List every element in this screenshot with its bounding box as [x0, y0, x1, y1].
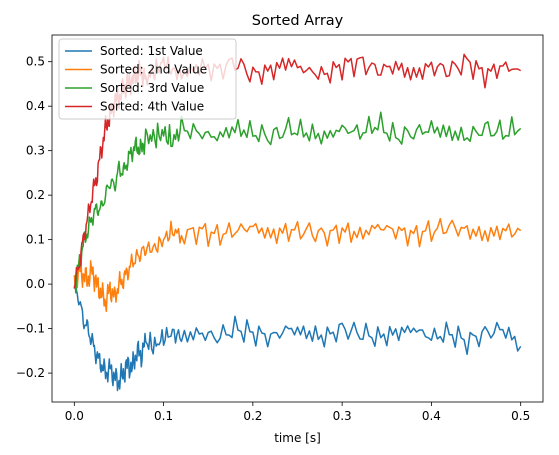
series-line-2 [73, 217, 522, 313]
y-tick-label: 0.1 [26, 233, 45, 247]
y-tick-label: 0.4 [26, 99, 45, 113]
y-tick-label: 0.5 [26, 55, 45, 69]
x-tick-label: 0.0 [65, 409, 84, 423]
legend: Sorted: 1st Value Sorted: 2nd Value Sorted… [58, 38, 237, 120]
y-tick-label: 0.0 [26, 277, 45, 291]
legend-entry-3: Sorted: 3rd Value [100, 81, 204, 95]
axes-frame [51, 34, 544, 403]
y-tick-label: 0.2 [26, 188, 45, 202]
legend-entry-2: Sorted: 2nd Value [100, 63, 207, 77]
legend-box [58, 38, 237, 120]
chart-title: Sorted Array [252, 13, 344, 29]
x-tick-label: 0.5 [511, 409, 530, 423]
x-tick-label: 0.1 [154, 409, 173, 423]
x-tick-label: 0.3 [333, 409, 352, 423]
x-tick-label: 0.2 [243, 409, 262, 423]
legend-entry-4: Sorted: 4th Value [100, 100, 204, 114]
x-axis-label: time [s] [274, 431, 321, 445]
axes: 0.0 0.1 0.2 0.3 0.4 0.5 −0.2 −0.1 0.0 0.1 0.2 0.3 0.… [16, 34, 544, 423]
y-tick-label: −0.2 [16, 366, 45, 380]
x-tick-label: 0.4 [422, 409, 441, 423]
series-line-1 [73, 283, 522, 392]
y-tick-label: −0.1 [16, 322, 45, 336]
series-line-3 [73, 111, 522, 294]
y-tick-label: 0.3 [26, 144, 45, 158]
legend-entry-1: Sorted: 1st Value [100, 44, 203, 58]
